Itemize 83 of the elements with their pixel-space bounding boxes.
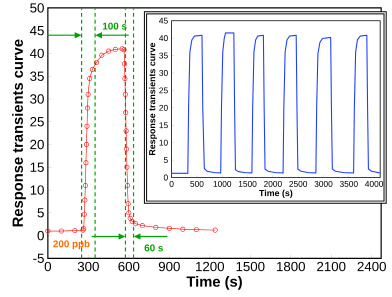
x-tick-label: 500 <box>190 181 204 187</box>
x-tick-label: 1000 <box>214 181 232 187</box>
point <box>180 226 186 232</box>
point <box>126 210 132 216</box>
y-tick-label: 40 <box>159 35 168 42</box>
point <box>86 92 91 97</box>
point <box>82 198 88 203</box>
point <box>85 106 90 111</box>
x-tick-label: 1200 <box>196 262 224 272</box>
point <box>72 228 78 234</box>
point <box>166 226 172 231</box>
x-tick-label: 1500 <box>236 262 264 272</box>
y-axis-title: Response transients curve <box>148 42 158 156</box>
point <box>128 216 133 221</box>
point <box>84 142 89 148</box>
y-tick-label: 5 <box>38 208 44 218</box>
y-tick-label: 15 <box>30 162 44 172</box>
x-tick-label: 0 <box>44 262 52 272</box>
y-tick-label: 10 <box>159 140 168 146</box>
y-tick-label: 45 <box>30 26 44 36</box>
point <box>194 227 199 232</box>
y-axis-title: Response transients curve <box>12 40 26 226</box>
point <box>84 124 90 129</box>
line-series <box>171 32 380 174</box>
point <box>87 76 92 82</box>
point <box>140 223 145 228</box>
point <box>122 47 127 52</box>
point <box>99 52 104 58</box>
point <box>153 225 158 230</box>
x-tick-label: 300 <box>78 262 99 272</box>
y-tick-label: 40 <box>30 48 44 58</box>
point <box>122 92 128 97</box>
x-tick-label: 1800 <box>277 262 305 272</box>
y-tick-label: 45 <box>159 18 168 24</box>
x-tick-label: 3500 <box>340 181 358 187</box>
x-tick-label: 2100 <box>317 262 346 272</box>
y-tick-label: 25 <box>30 117 44 127</box>
point <box>124 128 129 134</box>
point <box>94 60 99 66</box>
point <box>83 160 88 166</box>
y-tick-label: 20 <box>30 140 44 150</box>
y-tick-label: 35 <box>30 72 44 81</box>
y-tick-label: 5 <box>164 157 168 164</box>
x-tick-label: 0 <box>170 181 174 187</box>
y-tick-label: 30 <box>159 70 168 76</box>
y-tick-label: 0 <box>38 230 44 240</box>
point <box>122 62 127 66</box>
point <box>124 146 129 152</box>
y-tick-label: -5 <box>33 254 44 264</box>
y-tick-label: 10 <box>30 185 44 195</box>
y-tick-label: 20 <box>159 104 168 111</box>
point <box>130 219 135 224</box>
x-axis-title: Time (s) <box>259 190 292 198</box>
x-tick-label: 3000 <box>314 181 332 187</box>
point <box>133 221 138 226</box>
annotation: 200 ppb <box>53 240 90 250</box>
point <box>123 110 128 116</box>
point <box>124 164 130 170</box>
point <box>106 48 112 54</box>
x-tick-label: 4000 <box>365 181 384 187</box>
x-tick-label: 600 <box>118 262 140 272</box>
point <box>112 46 118 52</box>
point <box>82 183 88 188</box>
y-tick-label: 30 <box>30 94 44 104</box>
x-tick-label: 2500 <box>289 181 308 187</box>
point <box>122 76 128 82</box>
x-tick-label: 2400 <box>358 262 386 272</box>
point <box>82 212 87 217</box>
x-tick-label: 2000 <box>264 181 282 187</box>
y-tick-label: 35 <box>159 52 168 59</box>
x-tick-label: 900 <box>158 262 180 272</box>
y-tick-label: 0 <box>164 174 168 181</box>
annotation: 60 s <box>144 244 163 252</box>
x-tick-label: 1500 <box>238 181 257 187</box>
y-tick-label: 50 <box>30 3 44 13</box>
point <box>125 183 130 188</box>
y-tick-label: 15 <box>159 122 168 128</box>
y-tick-label: 25 <box>159 88 168 94</box>
point <box>120 46 125 52</box>
x-axis-title: Time (s) <box>186 276 242 290</box>
point <box>126 201 131 206</box>
point <box>58 228 64 234</box>
point <box>90 66 95 72</box>
